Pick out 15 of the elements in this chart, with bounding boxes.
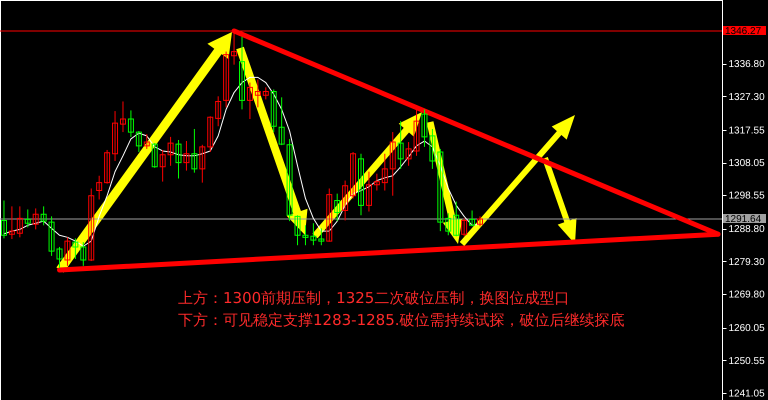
y-tick-label: 1327.30 — [728, 92, 766, 103]
y-tick-label: 1260.05 — [728, 323, 766, 334]
y-tick-label: 1269.80 — [728, 290, 766, 301]
y-tick-label: 1279.30 — [728, 256, 766, 268]
y-tick-label: 1250.55 — [728, 356, 766, 367]
annotation: 上方：1300前期压制，1325二次破位压制，换图位成型口 — [178, 289, 570, 307]
y-tick-label: 1336.80 — [728, 59, 766, 70]
y-tick-label: 1298.55 — [728, 190, 766, 202]
ref-line-label: 1291.64 — [725, 214, 762, 225]
y-tick-label: 1241.05 — [728, 388, 766, 400]
ref-line-label: 1346.27 — [725, 26, 762, 38]
y-tick-label: 1308.05 — [728, 158, 766, 170]
annotation: 下方：可见稳定支撑1283-1285.破位需持续试探，破位后继续探底 — [178, 311, 625, 329]
y-tick-label: 1317.55 — [728, 125, 766, 136]
y-tick-label: 1288.80 — [728, 224, 766, 236]
